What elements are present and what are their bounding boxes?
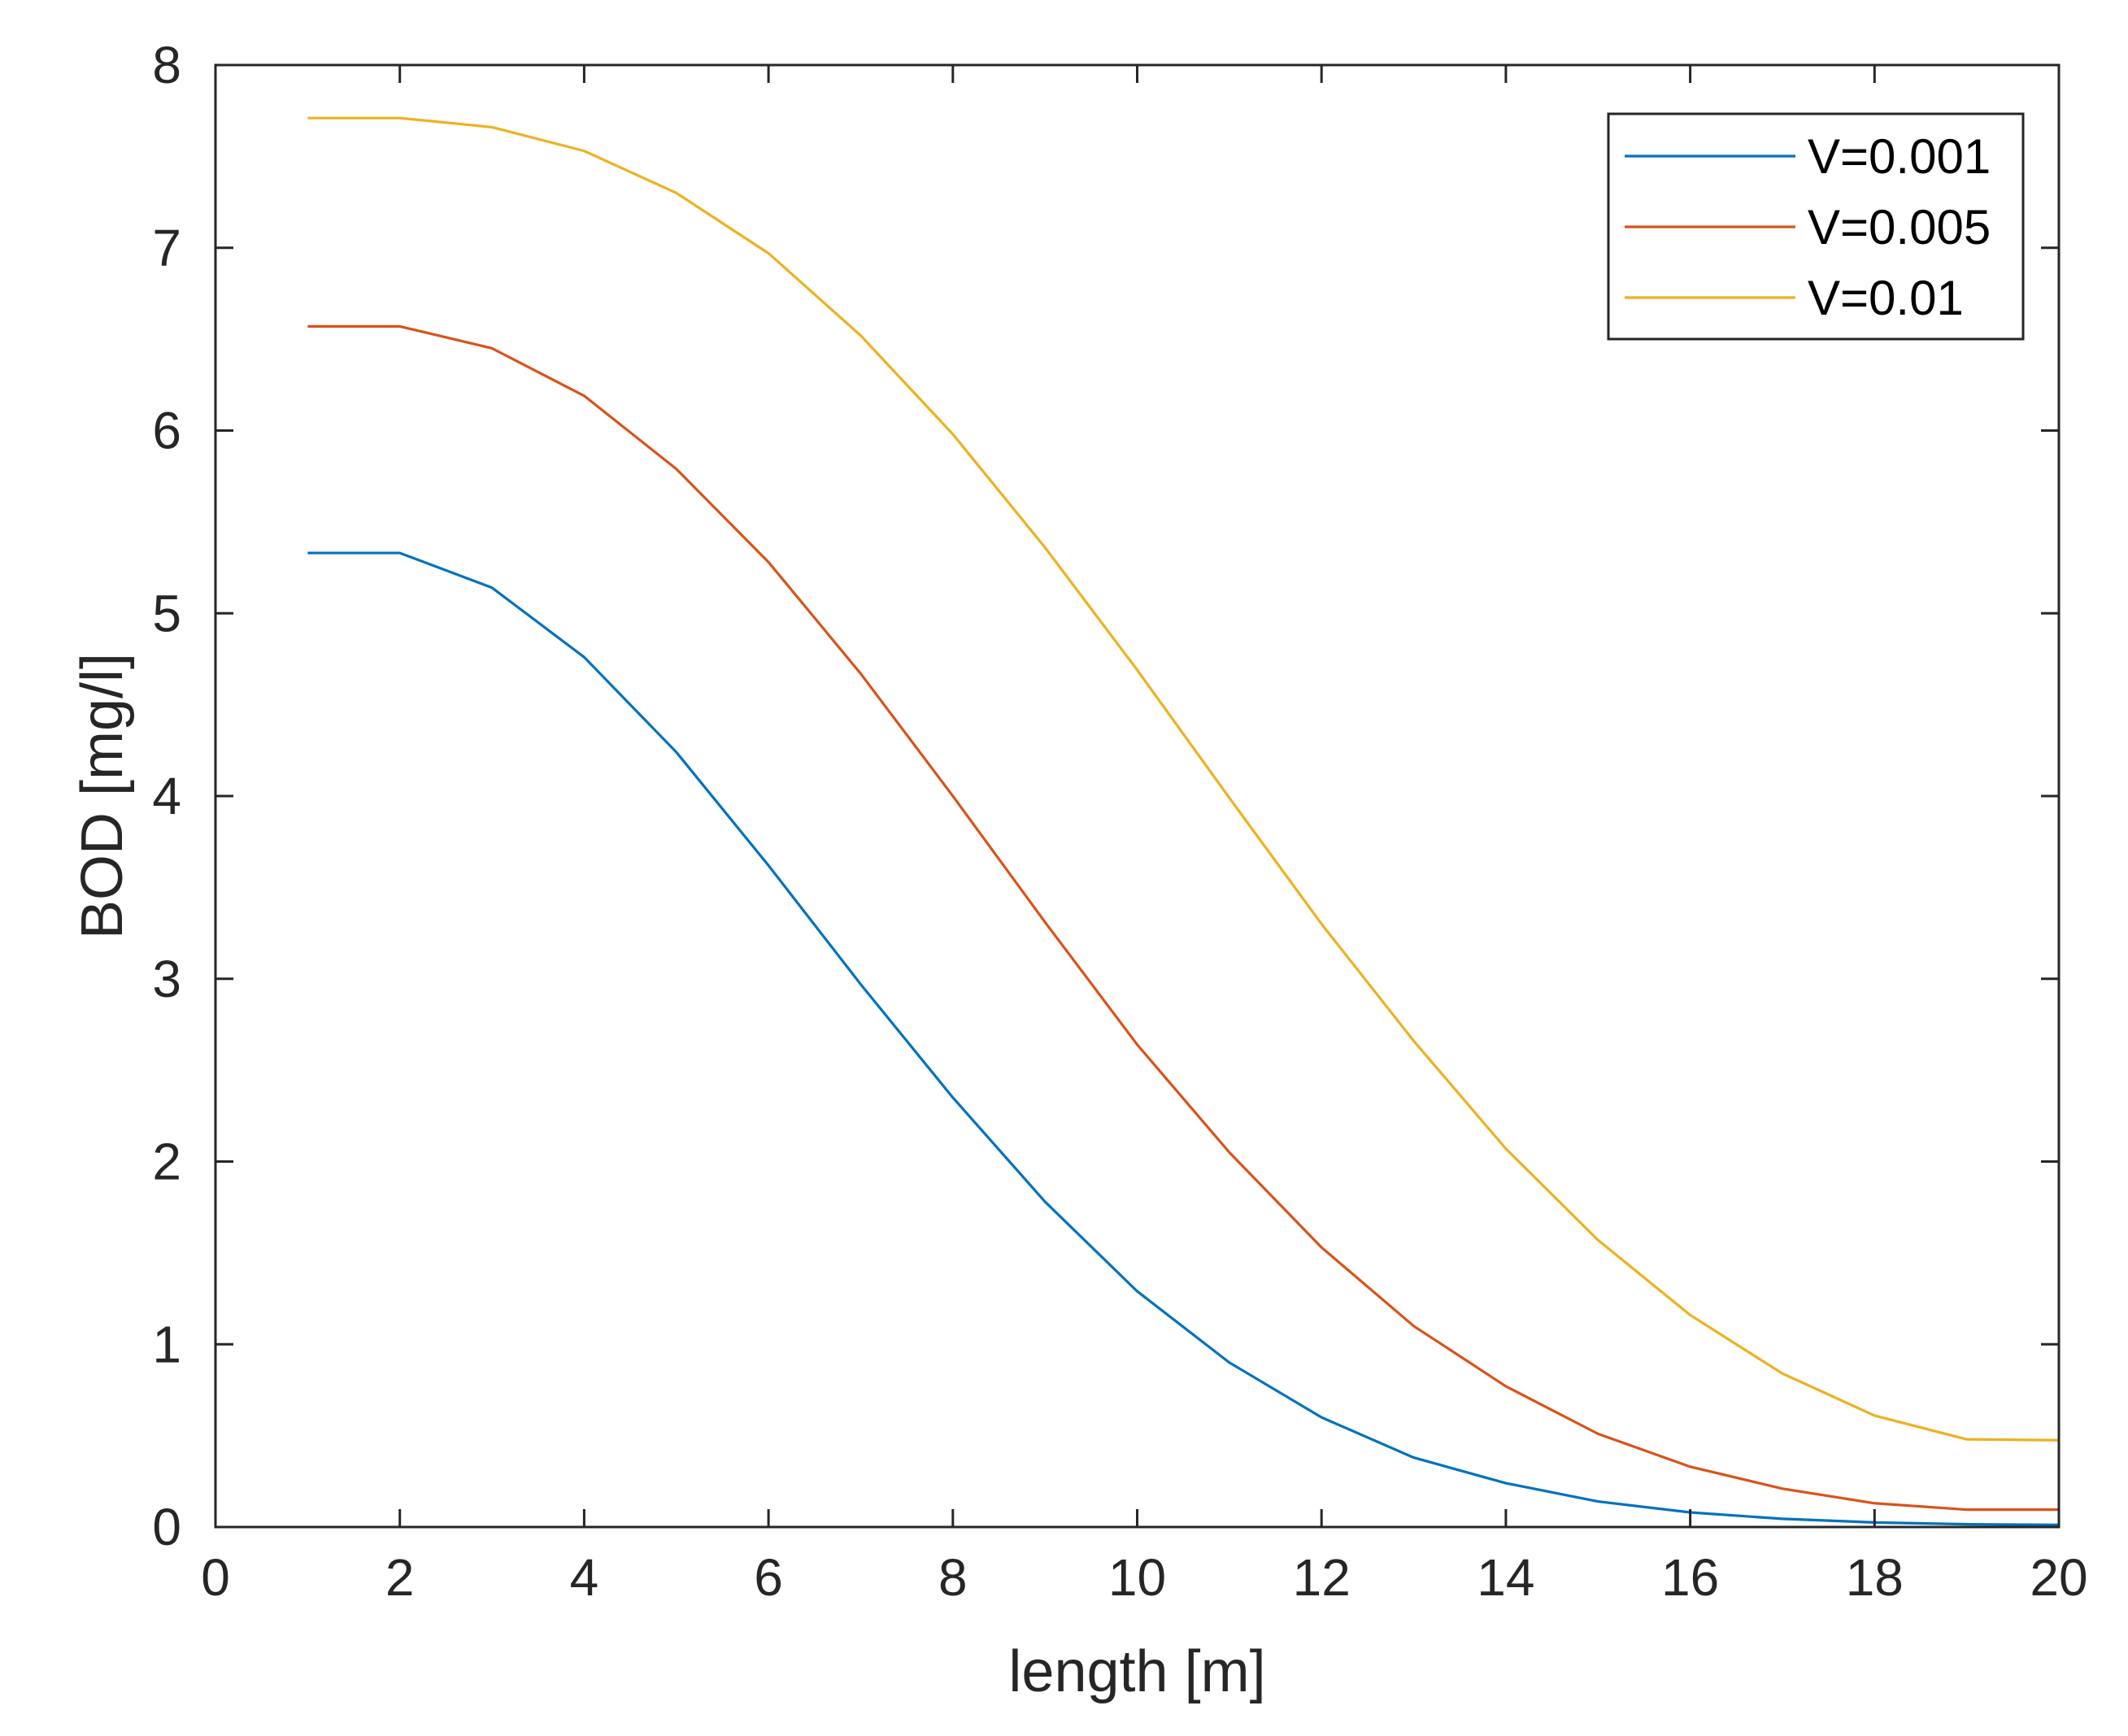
x-tick-label: 16 [1661, 1548, 1719, 1607]
x-tick-label: 0 [201, 1548, 230, 1607]
x-tick-label: 10 [1108, 1548, 1166, 1607]
series-line-1 [307, 551, 2060, 1526]
y-tick-label: 8 [152, 36, 181, 94]
y-tick-label: 3 [152, 950, 181, 1008]
labels-layer: length [m] BOD [mg/l] [70, 653, 1266, 1704]
y-tick-label: 5 [152, 584, 181, 642]
legend-label: V=0.01 [1808, 271, 1964, 325]
y-tick-label: 7 [152, 219, 181, 277]
y-tick-label: 1 [152, 1315, 181, 1373]
y-tick-label: 0 [152, 1498, 181, 1556]
series-layer [307, 116, 2060, 1526]
x-tick-label: 18 [1846, 1548, 1904, 1607]
x-axis-label: length [m] [1008, 1639, 1265, 1704]
x-tick-label: 14 [1477, 1548, 1534, 1607]
legend-label: V=0.005 [1808, 200, 1991, 255]
series-line-2 [307, 324, 2059, 1512]
x-tick-label: 8 [938, 1548, 968, 1607]
legend-label: V=0.001 [1808, 129, 1991, 184]
y-tick-label: 6 [152, 402, 181, 460]
y-tick-label: 4 [152, 767, 181, 825]
x-tick-label: 2 [385, 1548, 415, 1607]
y-tick-label: 2 [152, 1133, 181, 1191]
y-axis-label: BOD [mg/l] [70, 653, 135, 939]
x-tick-label: 12 [1293, 1548, 1351, 1607]
legend: V=0.001 V=0.005 V=0.01 [1607, 112, 2025, 341]
x-tick-label: 6 [754, 1548, 783, 1607]
series-line-3 [307, 116, 2060, 1442]
x-tick-label: 4 [570, 1548, 599, 1607]
x-tick-label: 20 [2030, 1548, 2087, 1607]
